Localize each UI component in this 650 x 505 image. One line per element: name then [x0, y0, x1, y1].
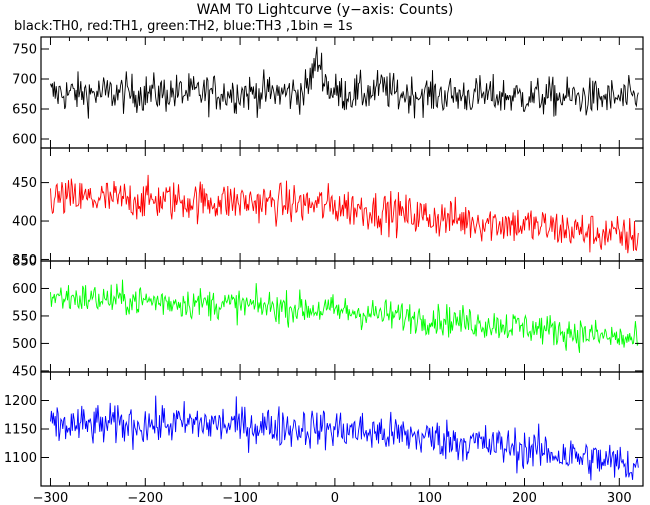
y-tick-label: 450	[12, 364, 37, 379]
y-tick-label: 350	[12, 253, 37, 268]
y-tick-label: 400	[12, 215, 37, 230]
series-th2-line	[50, 279, 639, 353]
x-tick-label: 100	[417, 491, 442, 505]
panel-2-frame	[40, 147, 644, 262]
series-th3-line	[50, 395, 639, 481]
x-tick-label: 0	[331, 491, 339, 505]
y-tick-label: 600	[12, 282, 37, 297]
chart-subtitle: black:TH0, red:TH1, green:TH2, blue:TH3 …	[14, 19, 353, 34]
chart-title: WAM T0 Lightcurve (y−axis: Counts)	[196, 2, 454, 18]
y-tick-label: 750	[12, 43, 37, 58]
y-tick-label: 450	[12, 176, 37, 191]
panel-4-frame	[40, 371, 644, 487]
x-tick-label: 300	[607, 491, 632, 505]
x-tick-label: −300	[33, 491, 69, 505]
y-tick-label: 500	[12, 337, 37, 352]
y-tick-label: 650	[12, 255, 37, 270]
y-tick-label: 700	[12, 73, 37, 88]
x-tick-label: −200	[127, 491, 163, 505]
y-tick-label: 550	[12, 309, 37, 324]
x-tick-label: −100	[222, 491, 258, 505]
series-th1-line	[50, 174, 639, 254]
y-tick-label: 1100	[4, 451, 37, 466]
panel-3-frame	[40, 260, 644, 373]
y-tick-label: 600	[12, 133, 37, 148]
x-tick-label: 200	[512, 491, 537, 505]
series-th0-line	[50, 46, 639, 119]
y-tick-label: 1200	[4, 394, 37, 409]
y-tick-label: 1150	[4, 423, 37, 438]
y-tick-label: 650	[12, 103, 37, 118]
